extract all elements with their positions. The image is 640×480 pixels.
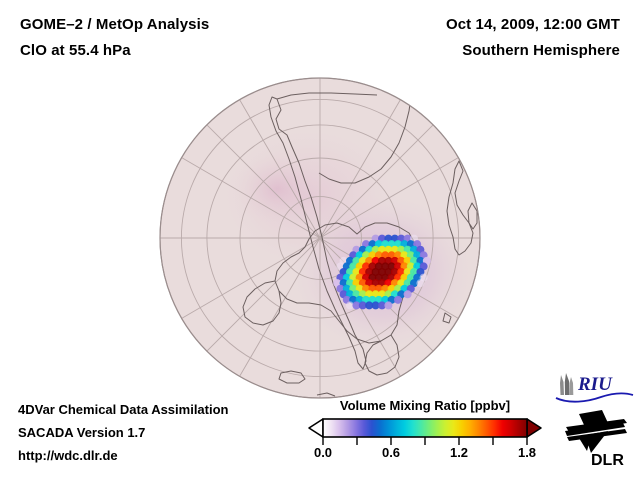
riu-wordmark: RIU <box>577 374 613 395</box>
colorbar-tick-label-1: 0.6 <box>381 445 401 460</box>
riu-tower-icon <box>560 373 574 395</box>
plume-cell <box>365 301 374 310</box>
colorbar: Volume Mixing Ratio [ppbv] 0.0 0.6 1.2 1… <box>305 398 545 470</box>
colorbar-tick-label-0: 0.0 <box>313 445 333 460</box>
dlr-logo: DLR <box>565 410 627 469</box>
timestamp-label: Oct 14, 2009, 12:00 GMT <box>445 16 620 33</box>
dlr-wordmark: DLR <box>591 452 624 469</box>
plume-cell <box>384 301 393 310</box>
plume-cell <box>378 301 386 310</box>
colorbar-max-arrow <box>526 418 542 438</box>
colorbar-ticks <box>322 437 528 445</box>
clo-plume <box>333 234 431 310</box>
page-title: GOME–2 / MetOp Analysis <box>20 16 210 33</box>
colorbar-scale <box>308 418 542 445</box>
graticule-meridians <box>160 78 480 398</box>
plume-cell <box>358 301 367 310</box>
plume-cell <box>346 301 354 310</box>
page-subtitle: ClO at 55.4 hPa <box>20 42 131 59</box>
plume-cell <box>371 301 380 310</box>
colorbar-tick-label-3: 1.8 <box>517 445 537 460</box>
region-label: Southern Hemisphere <box>462 42 620 59</box>
plume-cell <box>352 301 361 310</box>
dlr-mark-icon <box>565 410 627 453</box>
globe-limb <box>159 77 481 399</box>
colorbar-gradient <box>322 418 528 438</box>
riu-logo: RIU <box>555 373 634 403</box>
riu-wave-icon <box>555 392 634 403</box>
plume-cell <box>394 295 402 304</box>
globe-map <box>159 77 481 399</box>
colorbar-title: Volume Mixing Ratio [ppbv] <box>339 398 511 413</box>
orthographic-projection <box>159 77 481 399</box>
colorbar-min-arrow <box>308 418 324 438</box>
coastlines <box>242 92 480 398</box>
colorbar-tick-label-2: 1.2 <box>449 445 469 460</box>
footer-version-label: SACADA Version 1.7 <box>18 425 146 440</box>
footer-method-label: 4DVar Chemical Data Assimilation <box>18 402 229 417</box>
footer-url-label[interactable]: http://wdc.dlr.de <box>18 448 118 463</box>
plume-cell <box>403 290 412 299</box>
plume-cell <box>416 279 425 288</box>
